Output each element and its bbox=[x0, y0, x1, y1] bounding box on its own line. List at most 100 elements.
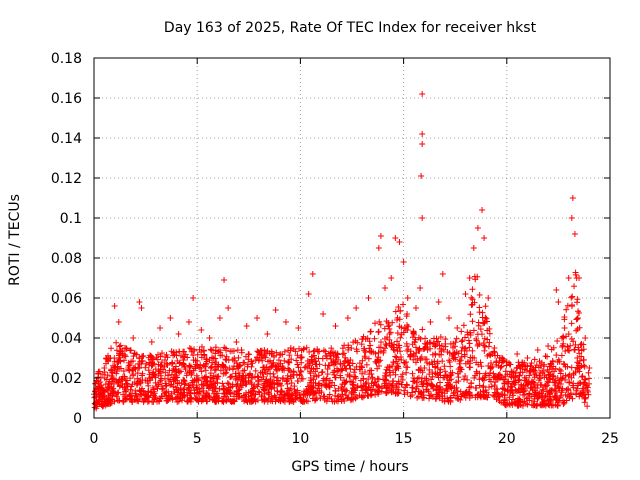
data-point bbox=[371, 335, 378, 342]
data-point bbox=[372, 320, 379, 327]
data-point bbox=[387, 329, 394, 336]
data-point bbox=[560, 400, 567, 407]
data-point bbox=[469, 347, 476, 354]
data-point bbox=[541, 361, 548, 368]
data-point bbox=[199, 374, 206, 381]
data-point bbox=[312, 396, 319, 403]
data-point bbox=[576, 393, 583, 400]
data-point bbox=[423, 386, 430, 393]
data-point bbox=[211, 367, 218, 374]
data-point bbox=[188, 348, 195, 355]
data-point bbox=[533, 372, 540, 379]
data-point bbox=[255, 388, 262, 395]
data-point bbox=[164, 362, 171, 369]
data-point bbox=[277, 360, 284, 367]
y-tick-label: 0.16 bbox=[51, 91, 82, 107]
data-point bbox=[340, 350, 347, 357]
data-point bbox=[434, 370, 441, 377]
data-point bbox=[460, 376, 467, 383]
data-point bbox=[306, 348, 313, 355]
data-point bbox=[397, 348, 404, 355]
data-point bbox=[386, 340, 393, 347]
y-tick-label: 0.14 bbox=[51, 131, 82, 147]
data-point bbox=[540, 367, 547, 374]
y-tick-label: 0.18 bbox=[51, 51, 82, 67]
data-point bbox=[270, 370, 277, 377]
data-point bbox=[135, 360, 142, 367]
data-point bbox=[260, 373, 267, 380]
data-point bbox=[239, 373, 246, 380]
data-point bbox=[264, 370, 271, 377]
data-points bbox=[91, 91, 593, 412]
data-point bbox=[554, 338, 561, 345]
data-point bbox=[469, 296, 476, 303]
data-point bbox=[280, 374, 287, 381]
data-point bbox=[372, 378, 379, 385]
data-point bbox=[198, 368, 205, 375]
data-point bbox=[307, 374, 314, 381]
data-point bbox=[143, 360, 150, 367]
data-point bbox=[108, 390, 115, 397]
data-point bbox=[254, 373, 261, 380]
data-point bbox=[400, 329, 407, 336]
data-point bbox=[252, 391, 259, 398]
y-tick-label: 0.12 bbox=[51, 171, 82, 187]
data-point bbox=[327, 355, 334, 362]
data-point bbox=[232, 370, 239, 377]
data-point bbox=[114, 379, 121, 386]
data-point bbox=[276, 351, 283, 358]
data-point bbox=[207, 365, 214, 372]
data-point bbox=[310, 354, 317, 361]
data-point bbox=[220, 398, 227, 405]
data-point bbox=[155, 361, 162, 368]
data-point bbox=[368, 349, 375, 356]
data-point bbox=[311, 347, 318, 354]
y-axis-label: ROTI / TECUs bbox=[7, 194, 23, 286]
data-point bbox=[286, 367, 293, 374]
data-point bbox=[568, 294, 575, 301]
data-point bbox=[315, 385, 322, 392]
data-point bbox=[389, 378, 396, 385]
data-point bbox=[142, 364, 149, 371]
data-point bbox=[392, 371, 399, 378]
data-point bbox=[219, 380, 226, 387]
data-point bbox=[396, 316, 403, 323]
data-point bbox=[480, 388, 487, 395]
y-tick-label: 0.06 bbox=[51, 291, 82, 307]
data-point bbox=[502, 368, 509, 375]
data-point bbox=[397, 307, 404, 314]
data-point bbox=[307, 368, 314, 375]
data-point bbox=[390, 346, 397, 353]
data-point bbox=[471, 374, 478, 381]
data-point bbox=[339, 345, 346, 352]
data-point bbox=[130, 372, 137, 379]
data-point bbox=[374, 357, 381, 364]
data-point bbox=[375, 328, 382, 335]
data-point bbox=[210, 372, 217, 379]
data-point bbox=[146, 359, 153, 366]
data-point bbox=[217, 352, 224, 359]
data-point bbox=[457, 357, 464, 364]
data-point bbox=[337, 366, 344, 373]
data-point bbox=[100, 393, 107, 400]
data-point bbox=[216, 385, 223, 392]
data-point bbox=[159, 350, 166, 357]
data-point bbox=[573, 327, 580, 334]
data-point bbox=[585, 391, 592, 398]
data-point bbox=[165, 372, 172, 379]
data-point bbox=[529, 401, 536, 408]
data-point bbox=[288, 380, 295, 387]
data-point bbox=[269, 362, 276, 369]
data-point bbox=[520, 392, 527, 399]
data-point bbox=[548, 402, 555, 409]
data-point bbox=[509, 396, 516, 403]
data-point bbox=[567, 342, 574, 349]
data-point bbox=[222, 370, 229, 377]
data-point bbox=[344, 394, 351, 401]
data-point bbox=[498, 391, 505, 398]
data-point bbox=[515, 377, 522, 384]
data-point bbox=[567, 390, 574, 397]
x-tick-label: 15 bbox=[395, 431, 413, 447]
data-point bbox=[195, 364, 202, 371]
data-point bbox=[153, 383, 160, 390]
